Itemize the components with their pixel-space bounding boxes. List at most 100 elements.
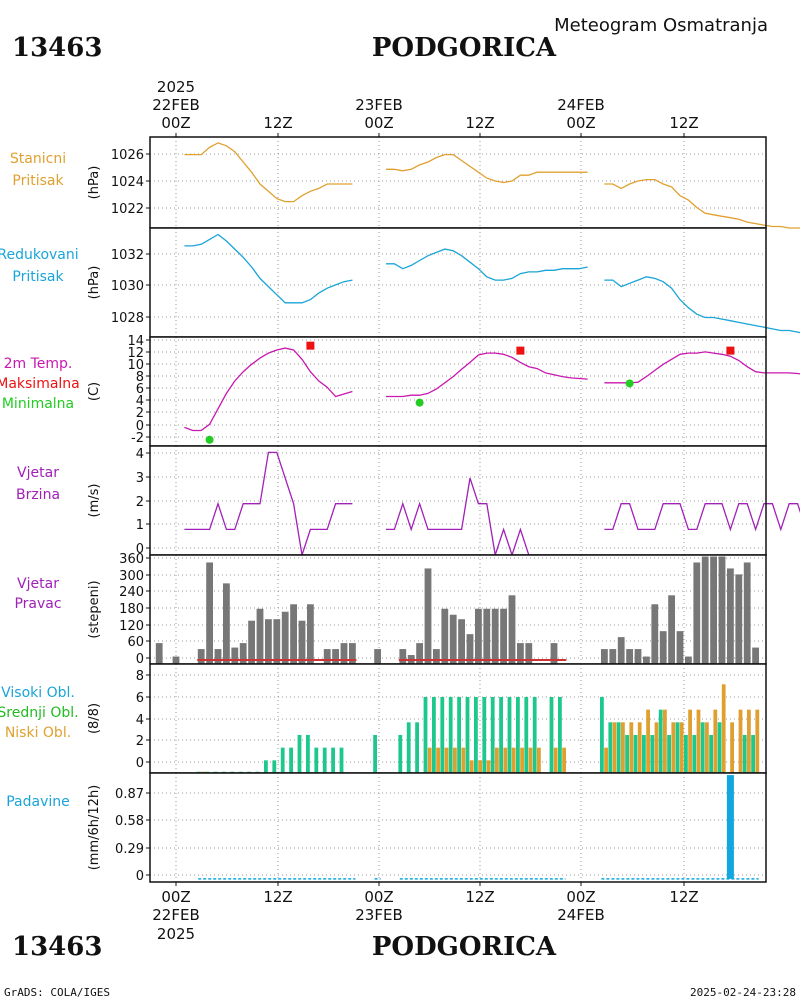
cloud-bar-mid (415, 722, 419, 773)
year-label-top: 2025 (157, 78, 195, 96)
cloud-bar-mid (448, 696, 453, 773)
y-tick-label: 2 (136, 406, 144, 421)
y-tick-label: 0 (136, 542, 144, 557)
wind-direction-bar (281, 611, 289, 664)
cloud-bar-mid (633, 734, 638, 773)
y-tick-label: 0.58 (115, 814, 144, 829)
y-tick-label: 10 (127, 358, 144, 373)
y-tick-label: 8 (136, 370, 144, 385)
y-axis-label: (C) (87, 382, 102, 401)
wind-direction-bar (424, 568, 432, 664)
wind-direction-bar (685, 656, 692, 664)
y-tick-label: 1022 (111, 202, 144, 217)
wind-direction-bar (508, 595, 516, 664)
y-axis-label: (stepeni) (87, 580, 102, 638)
wind-direction-bar (298, 620, 306, 664)
series-line (604, 503, 800, 532)
tmax-marker (306, 341, 315, 350)
wind-direction-bar (743, 562, 751, 664)
wind-direction-bar (374, 649, 381, 664)
station-id-top: 13463 (12, 33, 102, 63)
wind-direction-bar (710, 556, 717, 664)
panel-name-line: Visoki Obl. (1, 685, 75, 701)
time-tick-bottom: 00Z (161, 888, 190, 906)
cloud-bar-mid (457, 696, 461, 773)
wind-direction-bar (668, 595, 675, 664)
wind-direction-bar (752, 647, 759, 664)
cloud-bar-mid (558, 696, 562, 773)
wind-direction-bar (349, 643, 356, 664)
tmin-marker (625, 379, 634, 388)
precip-bar (726, 775, 734, 879)
cloud-bar-mid (322, 747, 327, 773)
date-label-bottom: 23FEB (355, 906, 402, 924)
cloud-bar-mid (297, 734, 302, 773)
y-tick-label: 360 (119, 552, 144, 567)
y-tick-label: 0 (136, 419, 144, 434)
y-tick-label: 1026 (111, 148, 144, 163)
wind-direction-bar (643, 656, 650, 664)
y-tick-label: 4 (136, 394, 144, 409)
y-tick-label: 0.29 (115, 842, 144, 857)
series-line (604, 276, 800, 334)
y-axis-label: (m/s) (87, 484, 102, 518)
panel-name-line: Pritisak (12, 269, 64, 285)
y-tick-label: 4 (136, 713, 144, 728)
cloud-bar-mid (667, 734, 671, 773)
wind-direction-bar (239, 643, 247, 664)
cloud-bar-low (621, 722, 625, 773)
cloud-bar-mid (373, 734, 377, 773)
tmax-marker (726, 346, 735, 355)
cloud-bar-mid (650, 734, 655, 773)
panel-5: 8 6 4 2 0 (8/8) Visoki Obl. Srednji Obl. Niski O… (0, 663, 767, 774)
year-label-bottom: 2025 (157, 925, 195, 943)
cloud-bar-mid (474, 696, 478, 773)
panel-name-line: Vjetar (17, 576, 59, 592)
time-tick-bottom: 00Z (566, 888, 595, 906)
wind-direction-bar (256, 608, 264, 664)
y-tick-label: 0.87 (115, 787, 144, 802)
date-label-top: 24FEB (557, 96, 604, 114)
wind-direction-bar (735, 574, 743, 664)
panel-name-line: Minimalna (2, 396, 74, 412)
y-tick-label: 12 (127, 346, 144, 361)
cloud-bar-mid (516, 696, 520, 773)
cloud-bar-mid (423, 696, 428, 773)
wind-direction-bar (248, 620, 255, 664)
panel-background (150, 337, 766, 446)
y-tick-label: 1032 (111, 248, 144, 263)
y-axis-label: (8/8) (87, 703, 102, 734)
cloud-bar-mid (272, 760, 277, 773)
y-tick-label: 1028 (111, 311, 144, 326)
cloud-bar-mid (482, 696, 487, 773)
cloud-bar-low (427, 747, 432, 773)
cloud-bar-mid (264, 760, 268, 773)
wind-direction-bar (693, 562, 701, 664)
cloud-bar-mid (742, 734, 747, 773)
panel-background (150, 228, 766, 337)
cloud-bar-mid (499, 696, 503, 773)
panel-name-line: Niski Obl. (5, 725, 71, 741)
station-name-top: PODGORICA (372, 33, 557, 63)
series-line (604, 178, 800, 229)
cloud-bar-low (495, 747, 499, 773)
time-tick-bottom: 12Z (669, 888, 698, 906)
wind-direction-bar (416, 643, 423, 664)
cloud-bar-low (520, 747, 524, 773)
panel-3: 4 3 2 1 0 (m/s) Vjetar Brzina (16, 445, 800, 558)
cloud-bar-low (453, 747, 457, 773)
panel-background (150, 137, 766, 228)
wind-direction-bar (231, 647, 239, 664)
wind-direction-bar (458, 619, 465, 664)
date-label-bottom: 22FEB (152, 906, 199, 924)
cloud-bar-low (503, 747, 508, 773)
cloud-bar-low (730, 722, 734, 773)
y-tick-label: 300 (119, 569, 144, 584)
cloud-bar-low (562, 747, 566, 773)
cloud-bar-mid (306, 734, 310, 773)
panels: 102610241022(hPa)StanicniPritisak1032103… (0, 136, 800, 884)
cloud-bar-mid (642, 734, 646, 773)
cloud-bar-mid (465, 696, 470, 773)
y-tick-label: 6 (136, 691, 144, 706)
